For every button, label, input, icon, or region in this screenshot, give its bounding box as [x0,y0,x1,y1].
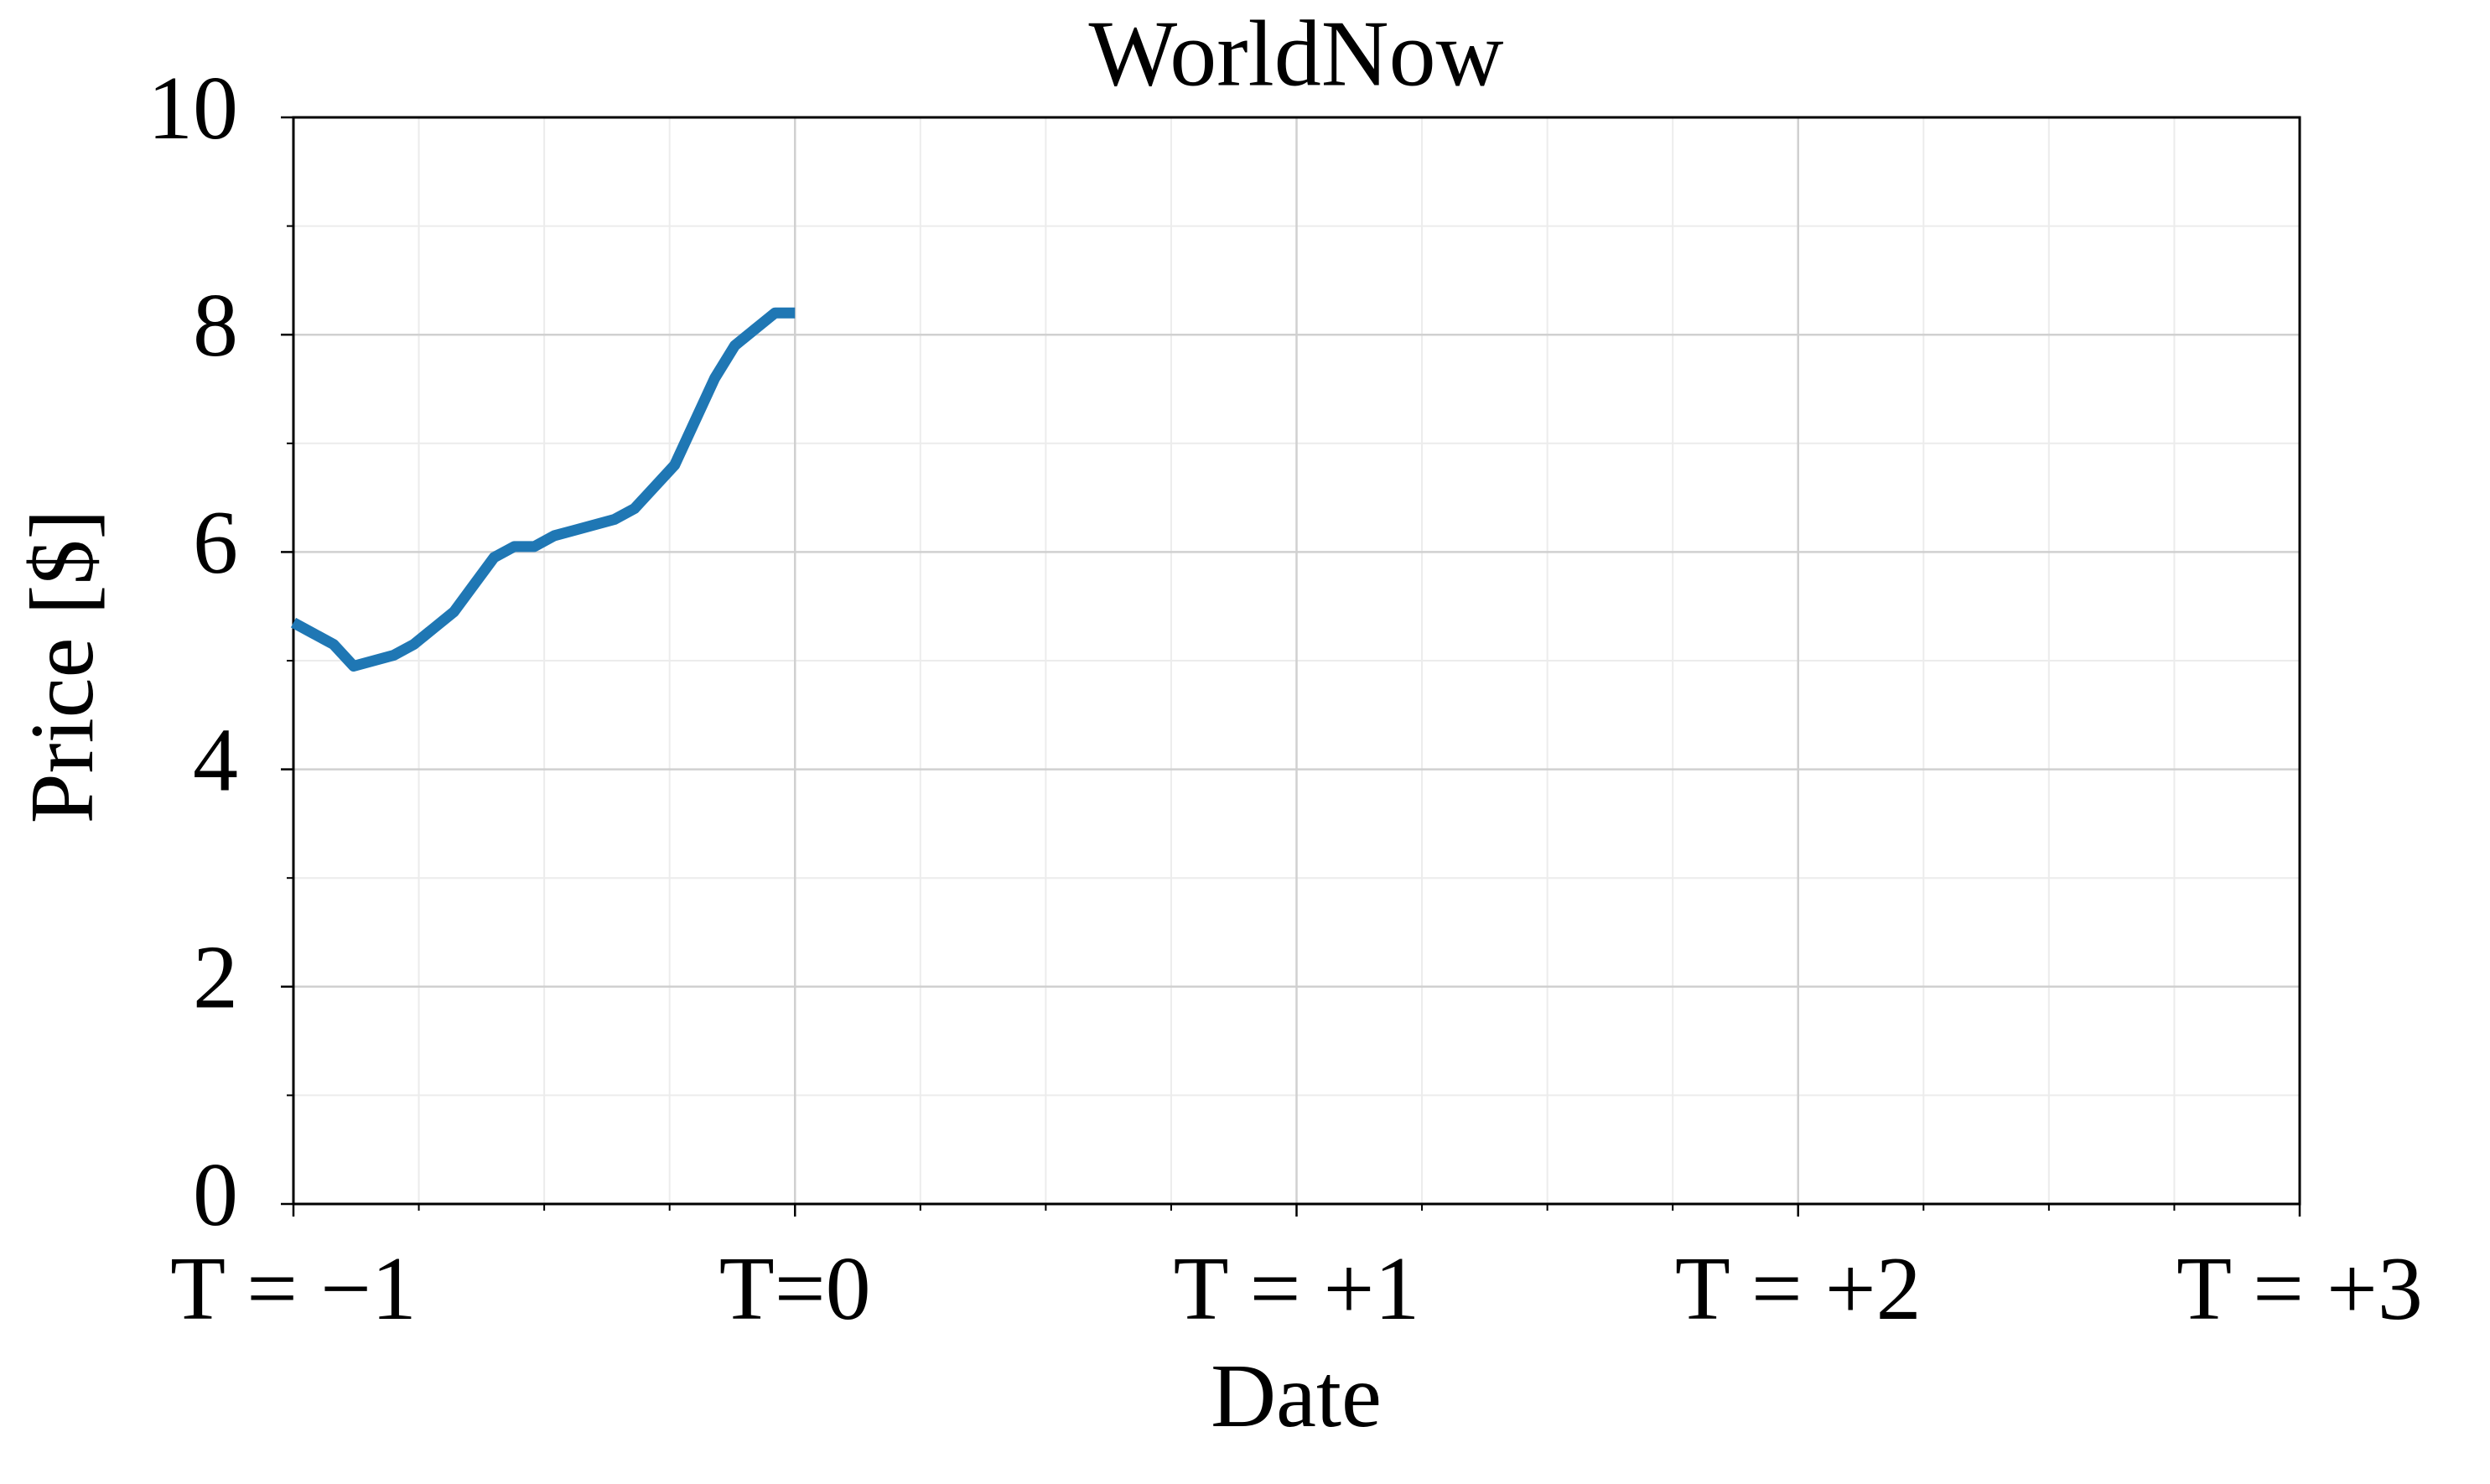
y-tick-label: 10 [148,59,238,158]
y-tick-label: 4 [193,710,238,810]
chart-title: WorldNow [1089,3,1504,106]
y-tick-label: 6 [193,493,238,593]
x-tick-label: T = +3 [2176,1239,2423,1339]
y-tick-label: 0 [193,1145,238,1245]
y-tick-label: 8 [193,276,238,376]
y-axis-label: Price [$] [13,510,112,824]
plot-frame [292,116,2301,1206]
y-tick-label: 2 [193,928,238,1028]
line [290,307,796,672]
x-axis-label: Date [1211,1346,1382,1446]
x-tick-label: T=0 [719,1239,871,1339]
x-tick-label: T = +1 [1174,1239,1420,1339]
x-tick-label: T = +2 [1675,1239,1922,1339]
x-tick-label: T = −1 [170,1239,417,1339]
